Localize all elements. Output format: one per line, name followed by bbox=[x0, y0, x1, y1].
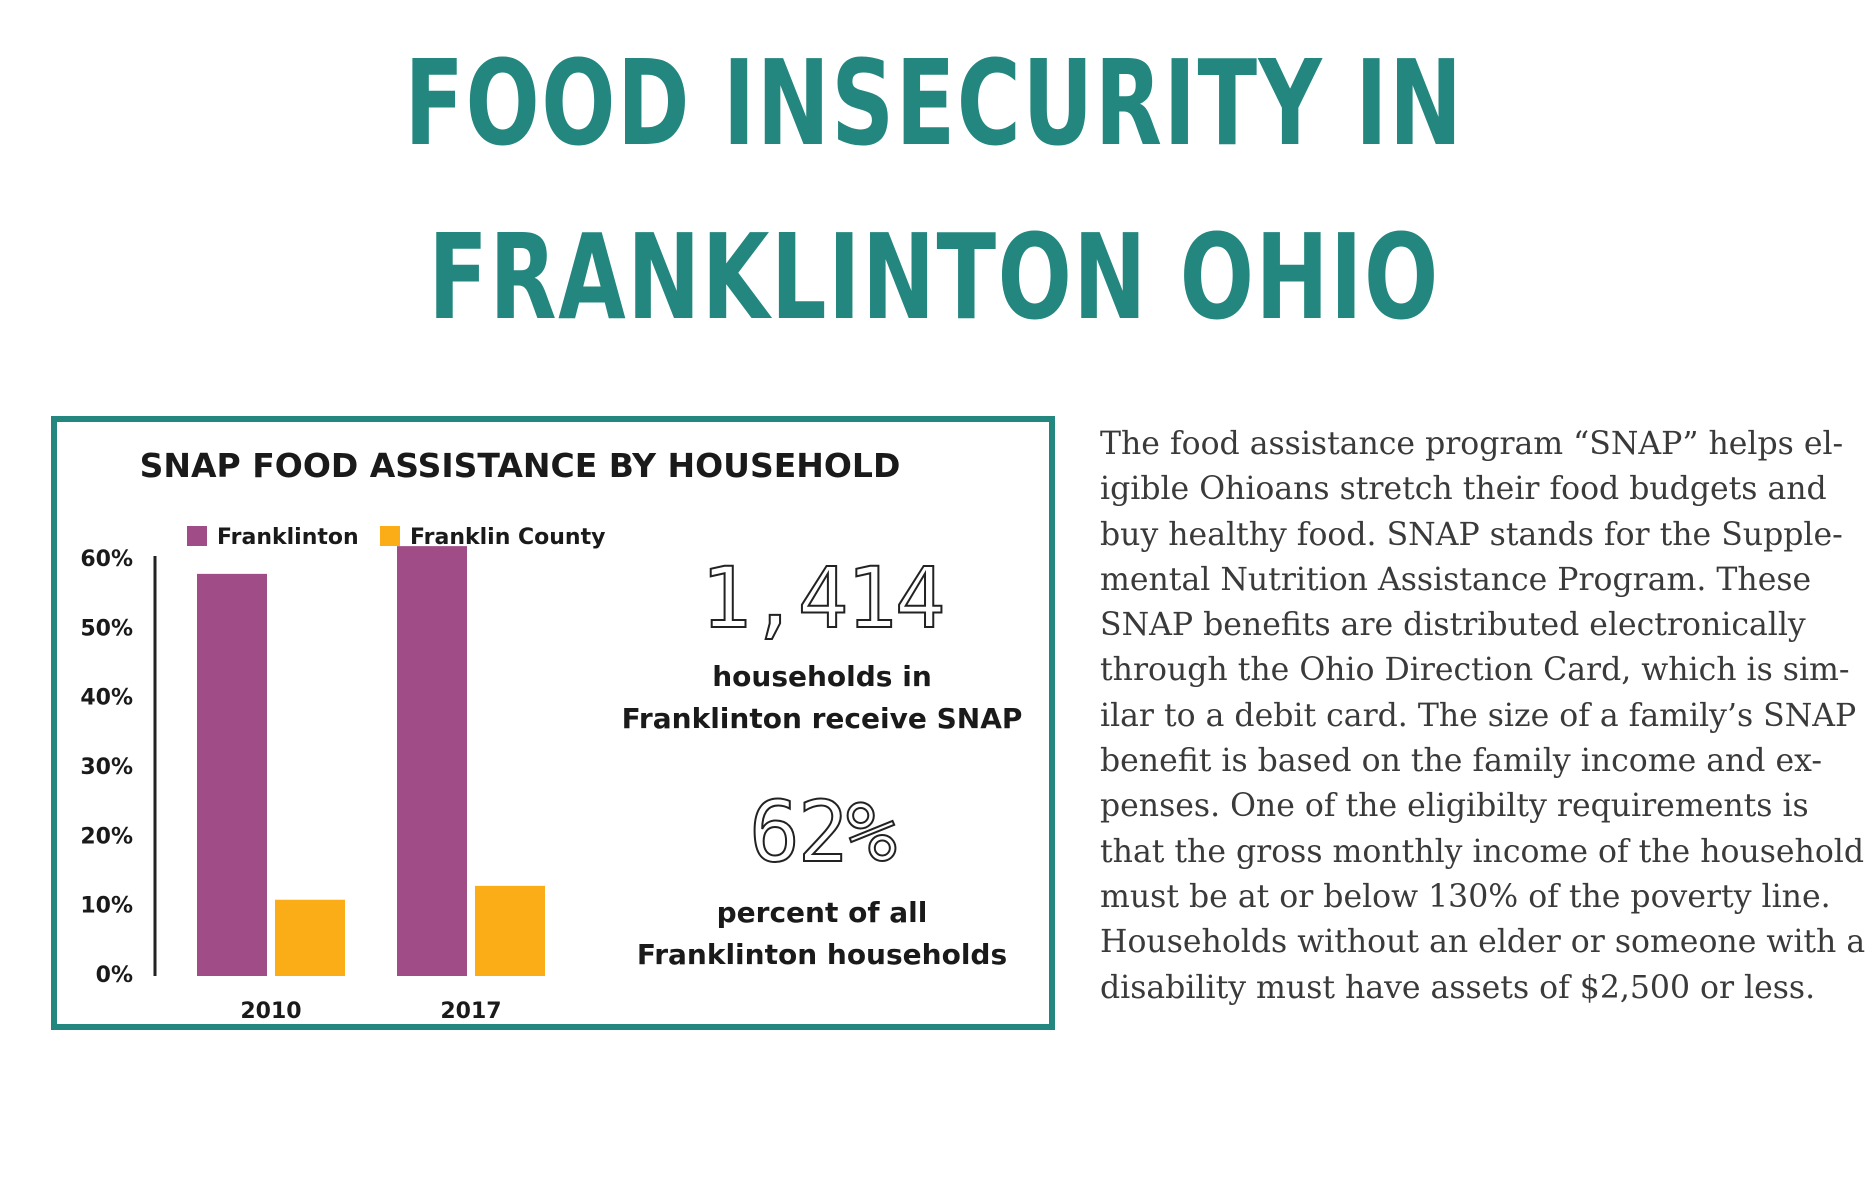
households-count: 1,414 bbox=[700, 549, 947, 647]
percent-caption-line-1: percent of all bbox=[716, 896, 928, 929]
page-title-line-1: FOOD INSECURITY IN bbox=[404, 34, 1464, 172]
percent-caption: percent of all Franklinton households bbox=[612, 892, 1032, 976]
body-line: buy healthy food. SNAP stands for the Su… bbox=[1100, 516, 1843, 553]
snap-chart-panel: SNAP FOOD ASSISTANCE BY HOUSEHOLD Frankl… bbox=[51, 416, 1055, 1030]
y-tick-label: 40% bbox=[80, 686, 133, 711]
bar-franklin-county-2017 bbox=[475, 885, 545, 976]
y-tick-label: 50% bbox=[80, 616, 133, 641]
body-line: mental Nutrition Assistance Program. The… bbox=[1100, 561, 1812, 598]
body-line: disability must have assets of $2,500 or… bbox=[1100, 969, 1816, 1006]
y-tick-label: 20% bbox=[80, 824, 133, 849]
body-line: through the Ohio Direction Card, which i… bbox=[1100, 652, 1850, 689]
chart-legend: Franklinton Franklin County bbox=[187, 525, 605, 550]
bar-franklin-county-2010 bbox=[275, 899, 345, 976]
households-caption: households in Franklinton receive SNAP bbox=[612, 656, 1032, 740]
legend-label-1: Franklin County bbox=[410, 525, 605, 550]
legend-label-0: Franklinton bbox=[217, 525, 359, 550]
y-tick-label: 30% bbox=[80, 755, 133, 780]
households-caption-line-1: households in bbox=[712, 660, 932, 693]
snap-description: The food assistance program “SNAP” helps… bbox=[1100, 422, 1866, 1011]
percent-caption-line-2: Franklinton households bbox=[636, 938, 1008, 971]
bars-group bbox=[197, 546, 545, 976]
x-tick-label: 2010 bbox=[240, 999, 301, 1024]
x-axis: 2010 2017 bbox=[240, 999, 501, 1024]
legend-swatch-0 bbox=[187, 526, 207, 546]
body-line: Households without an elder or someone w… bbox=[1100, 924, 1866, 961]
body-line: benefit is based on the family income an… bbox=[1100, 743, 1822, 780]
snap-bar-chart: SNAP FOOD ASSISTANCE BY HOUSEHOLD Frankl… bbox=[80, 446, 901, 1024]
body-line: ilar to a debit card. The size of a fami… bbox=[1100, 697, 1857, 734]
bar-franklinton-2017 bbox=[397, 546, 467, 976]
bar-franklinton-2010 bbox=[197, 573, 267, 976]
body-line: must be at or below 130% of the poverty … bbox=[1100, 878, 1831, 915]
y-tick-label: 60% bbox=[80, 547, 133, 572]
body-line: that the gross monthly income of the hou… bbox=[1100, 833, 1865, 870]
percent-value: 62% bbox=[748, 783, 898, 881]
x-tick-label: 2017 bbox=[440, 999, 501, 1024]
body-line: The food assistance program “SNAP” helps… bbox=[1100, 426, 1844, 462]
body-line: igible Ohioans stretch their food budget… bbox=[1100, 471, 1827, 508]
y-tick-label: 0% bbox=[96, 963, 133, 988]
page-title-line-2: FRANKLINTON OHIO bbox=[428, 208, 1440, 346]
chart-title: SNAP FOOD ASSISTANCE BY HOUSEHOLD bbox=[140, 446, 901, 485]
body-line: penses. One of the eligibilty requiremen… bbox=[1100, 788, 1809, 825]
legend-swatch-1 bbox=[380, 526, 400, 546]
y-tick-label: 10% bbox=[80, 894, 133, 919]
body-line: SNAP benefits are distributed electronic… bbox=[1100, 607, 1806, 644]
households-caption-line-2: Franklinton receive SNAP bbox=[621, 702, 1023, 735]
y-axis: 0% 10% 20% 30% 40% 50% 60% bbox=[80, 547, 157, 988]
